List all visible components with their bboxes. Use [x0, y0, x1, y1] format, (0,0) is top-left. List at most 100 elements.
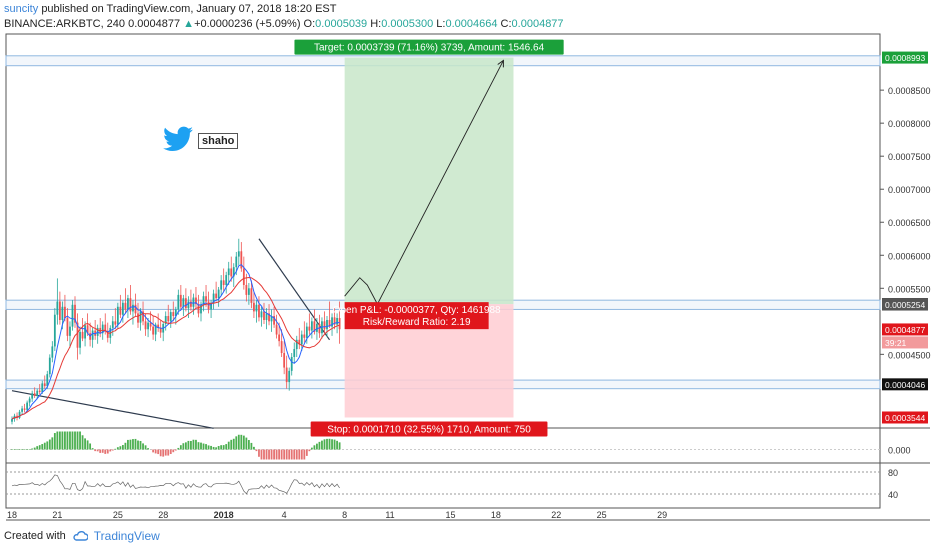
candle-body: [321, 321, 323, 334]
candle-body: [205, 296, 207, 302]
price-tag-text: 0.0003544: [885, 413, 925, 423]
candle-body: [338, 318, 341, 330]
x-tick-label: 2018: [214, 510, 234, 520]
target-label-bg: [294, 39, 564, 55]
histogram-bar: [308, 449, 311, 452]
published-text: published on TradingView.com, January 07…: [41, 3, 337, 15]
histogram-bar: [184, 442, 187, 450]
histogram-bar: [245, 437, 248, 450]
candle-body: [182, 298, 185, 307]
candle-body: [64, 306, 66, 319]
candle-body: [333, 317, 336, 325]
candle-body: [116, 306, 119, 325]
x-tick-label: 21: [52, 510, 62, 520]
open-value: 0.0005039: [315, 18, 368, 30]
candle-body: [190, 301, 192, 307]
price-tag-text: 0.0004046: [885, 380, 925, 390]
x-tick-label: 28: [158, 510, 168, 520]
histogram-bar: [124, 442, 127, 450]
candle-body: [69, 326, 71, 336]
histogram-bar: [66, 431, 69, 450]
histogram-bar: [242, 435, 245, 450]
candle-body: [283, 353, 286, 368]
histogram-bar: [157, 449, 160, 455]
y-tick-label: 0.0007500: [888, 152, 931, 162]
histogram-bar: [104, 449, 107, 454]
histogram-bar: [305, 449, 308, 456]
histogram-bar: [230, 439, 233, 450]
histogram-bar: [144, 445, 147, 450]
price-tag-text: 0.0008993: [885, 53, 925, 63]
candle-body: [230, 268, 233, 277]
candle-body: [157, 324, 160, 328]
histogram-bar: [132, 439, 134, 450]
candle-body: [258, 304, 260, 318]
candle-body: [162, 323, 165, 333]
candle-body: [255, 304, 258, 312]
y-axis: 0.0008500 0.0008000 0.0007500 0.0007000 0.00…: [880, 86, 931, 360]
tradingview-logo-text[interactable]: TradingView: [93, 529, 160, 543]
price-tag-bg: [882, 298, 928, 311]
low-value: 0.0004664: [445, 18, 498, 30]
price-tag-bg: [882, 323, 928, 336]
histogram-bar: [58, 431, 61, 450]
candle-body: [207, 301, 210, 310]
candle-body: [164, 316, 167, 324]
tradingview-cloud-icon: [73, 531, 88, 541]
histogram-bar: [202, 443, 205, 450]
histogram-bar: [212, 446, 215, 450]
stop-label-bg: [310, 421, 548, 437]
candle-body: [127, 298, 129, 310]
price-tag: 0.0008993: [882, 51, 928, 64]
candle-body: [220, 280, 223, 290]
candle-body: [137, 313, 139, 323]
candle-body: [215, 293, 218, 299]
candle-body: [81, 331, 84, 339]
candle-body: [212, 293, 215, 303]
histogram-bar: [318, 441, 321, 450]
histogram-bar: [283, 449, 286, 460]
histogram-bar: [137, 440, 139, 450]
histogram-bar: [147, 448, 149, 450]
candle-body: [242, 268, 245, 285]
risk-reward-text: Risk/Reward Ratio: 2.19: [363, 317, 471, 328]
histogram-bar: [285, 449, 288, 460]
candle-body: [13, 415, 16, 420]
candle-body: [26, 402, 29, 410]
candle-body: [300, 334, 303, 345]
candle-body: [104, 324, 107, 332]
candle-body: [323, 321, 326, 330]
histogram-bar: [48, 439, 51, 450]
author-link[interactable]: suncity: [4, 3, 39, 15]
histogram-bar: [197, 442, 200, 450]
candle-body: [270, 316, 273, 322]
candle-body: [51, 346, 54, 358]
candle-body: [167, 316, 170, 322]
candle-body: [253, 302, 255, 312]
candle-body: [280, 341, 283, 354]
histogram-bar: [61, 431, 64, 450]
histogram-bar: [134, 438, 137, 450]
candle-body: [169, 312, 172, 322]
candle-body: [273, 316, 275, 325]
price-tag: 0.0004877: [882, 323, 928, 336]
histogram-bar: [111, 449, 114, 451]
y-tick-label: 0.0007000: [888, 185, 931, 195]
y-tick-label: 0.0005500: [888, 284, 931, 294]
histogram-bar: [43, 442, 46, 450]
candle-body: [109, 327, 112, 338]
histogram-bar: [293, 449, 296, 460]
price-tag-text: 39:21: [885, 338, 907, 348]
candle-body: [288, 370, 291, 383]
histogram-bar: [232, 438, 235, 450]
histogram-bar: [46, 441, 49, 450]
projection-arrowhead: [497, 59, 504, 68]
histogram-bar: [23, 449, 26, 450]
close-value: 0.0004877: [511, 18, 564, 30]
candle-body: [217, 289, 220, 299]
x-tick-label: 18: [7, 510, 17, 520]
low-label: L:: [436, 18, 446, 30]
candle-body: [316, 323, 318, 332]
histogram-bar: [187, 440, 190, 450]
